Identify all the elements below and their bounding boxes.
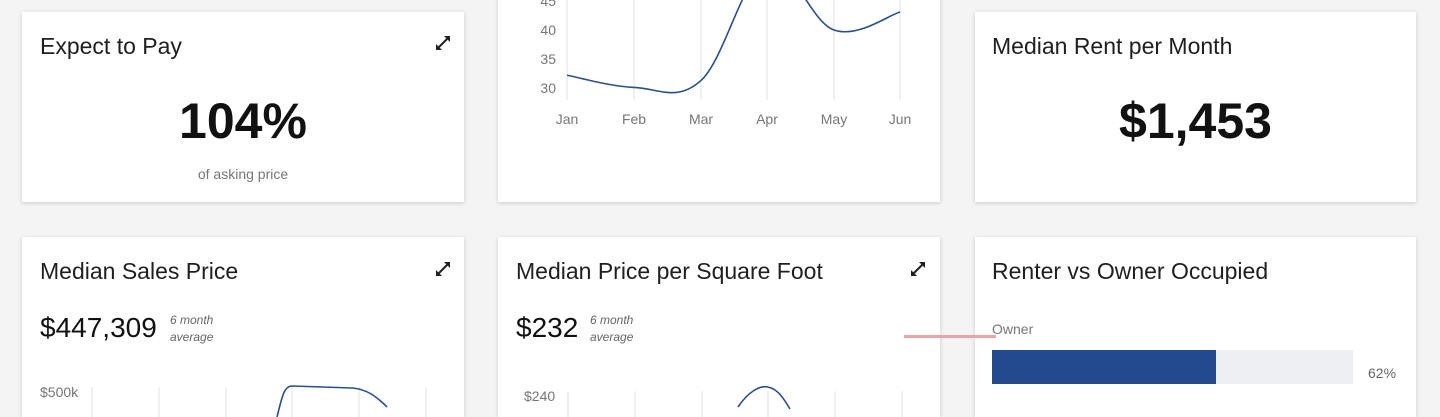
median-sales-price-note: 6 month average: [170, 312, 213, 346]
series-line: [566, 0, 901, 94]
expect-to-pay-title: Expect to Pay: [40, 33, 182, 59]
owner-bar-percent: 62%: [1368, 365, 1397, 381]
x-tick-label: Apr: [756, 111, 778, 127]
price-per-sqft-note: 6 month average: [590, 312, 633, 346]
note-line-2: average: [170, 330, 214, 344]
median-sales-price-card: Median Sales Price $447,309 6 month aver…: [22, 237, 464, 417]
owner-bar-track: [992, 350, 1353, 384]
y-tick-label: 40: [540, 22, 556, 38]
x-tick-label: Jan: [556, 111, 579, 127]
median-rent-card: Median Rent per Month $1,453: [975, 12, 1416, 202]
x-tick-label: Mar: [689, 111, 713, 127]
sales-price-y-tick: $500k: [40, 384, 79, 400]
owner-bar-label: Owner: [992, 321, 1034, 337]
x-tick-label: Feb: [622, 111, 646, 127]
sales-price-chart-preview: [91, 385, 427, 417]
expand-icon[interactable]: [434, 34, 452, 52]
note-line-2: average: [590, 330, 634, 344]
expect-to-pay-value: 104%: [179, 93, 307, 149]
expand-icon[interactable]: [909, 260, 927, 278]
x-tick-label: May: [821, 111, 847, 127]
y-tick-label: 45: [540, 0, 556, 9]
price-per-sqft-title: Median Price per Square Foot: [516, 258, 823, 284]
trend-chart-card: 45 40 35 30 Jan Feb Mar Apr May Jun: [498, 0, 940, 202]
expand-icon[interactable]: [434, 260, 452, 278]
note-line-1: 6 month: [170, 313, 214, 327]
y-tick-label: 30: [540, 80, 556, 96]
median-rent-value: $1,453: [1119, 93, 1272, 149]
expect-to-pay-card: Expect to Pay 104% of asking price: [22, 12, 464, 202]
median-rent-title: Median Rent per Month: [992, 33, 1233, 59]
renter-vs-owner-title: Renter vs Owner Occupied: [992, 258, 1269, 284]
median-sales-price-title: Median Sales Price: [40, 258, 239, 284]
x-tick-label: Jun: [889, 111, 912, 127]
price-per-sqft-card: Median Price per Square Foot $232 6 mont…: [498, 237, 940, 417]
note-line-1: 6 month: [590, 313, 634, 327]
y-tick-label: 35: [540, 51, 556, 67]
renter-vs-owner-card: Renter vs Owner Occupied Owner 62%: [975, 237, 1416, 417]
highlight-line: [904, 335, 996, 338]
owner-bar-fill: [992, 350, 1216, 384]
price-per-sqft-chart-preview: [567, 385, 903, 417]
price-per-sqft-value: $232: [516, 312, 579, 343]
expect-to-pay-caption: of asking price: [197, 166, 289, 182]
median-sales-price-value: $447,309: [40, 312, 157, 343]
